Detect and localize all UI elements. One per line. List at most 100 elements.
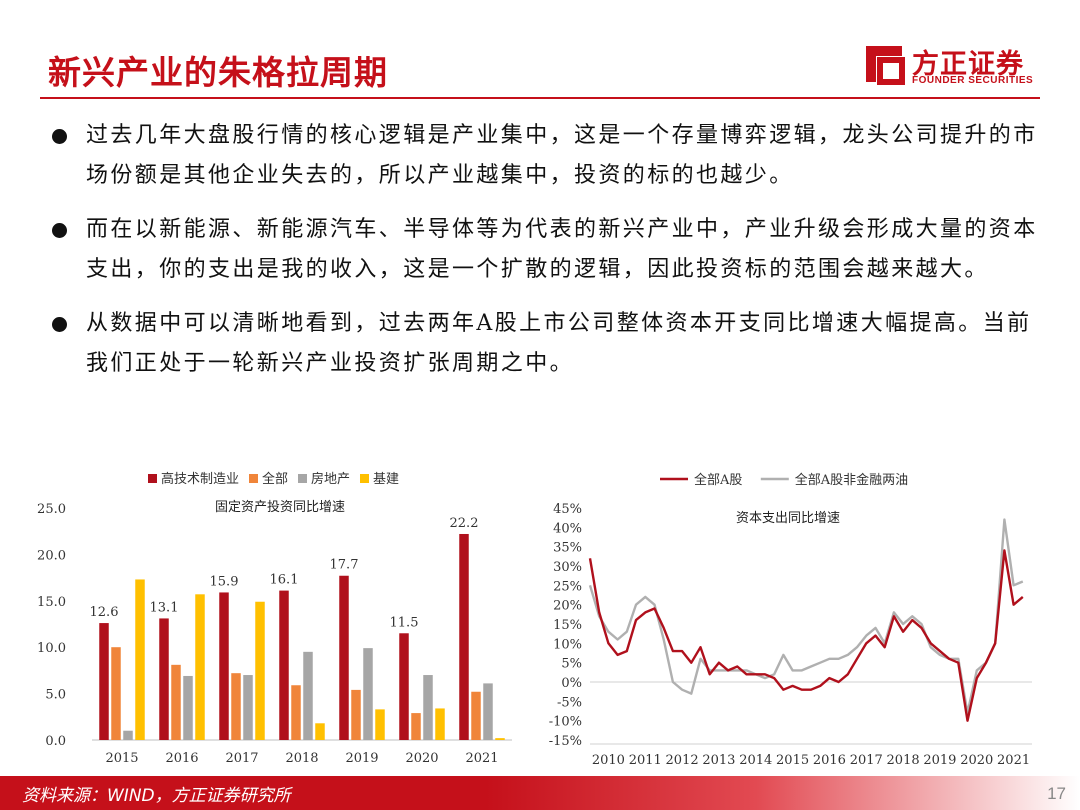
bullet-text: 从数据中可以清晰地看到，过去两年A股上市公司整体资本开支同比增速大幅提高。当前我… — [86, 311, 1032, 376]
x-tick-label: 2020 — [405, 751, 438, 766]
logo-mark-icon — [866, 46, 905, 85]
series-line — [588, 549, 1024, 722]
x-tick-label: 2013 — [702, 753, 735, 768]
legend-swatch — [360, 474, 369, 483]
legend-label: 高技术制造业 — [161, 471, 239, 487]
y-tick-label: 15.0 — [37, 595, 66, 610]
logo-name: 方正证券 — [912, 49, 1024, 80]
bar — [315, 723, 325, 740]
bar — [279, 590, 289, 740]
bar — [291, 685, 301, 740]
source-note: 资料来源：WIND，方正证券研究所 — [22, 786, 291, 806]
bar — [111, 647, 121, 740]
bar — [435, 708, 445, 740]
bar — [159, 618, 169, 740]
y-tick-label: 45% — [553, 502, 582, 517]
bar — [135, 579, 145, 740]
x-tick-label: 2011 — [629, 753, 662, 768]
x-tick-label: 2020 — [960, 753, 993, 768]
data-label: 11.5 — [390, 615, 419, 630]
legend-label: 房地产 — [311, 471, 350, 487]
footer-bar — [0, 776, 1080, 810]
y-tick-label: 30% — [553, 560, 582, 575]
data-label: 17.7 — [330, 558, 359, 573]
title-divider — [40, 97, 1040, 99]
x-tick-label: 2017 — [225, 751, 258, 766]
y-tick-label: 10.0 — [37, 641, 66, 656]
y-tick-label: 0.0 — [45, 734, 66, 749]
bar — [231, 673, 241, 740]
bullet-item: 从数据中可以清晰地看到，过去两年A股上市公司整体资本开支同比增速大幅提高。当前我… — [50, 304, 1040, 384]
bar — [243, 675, 253, 740]
bullet-list: 过去几年大盘股行情的核心逻辑是产业集中，这是一个存量博弈逻辑，龙头公司提升的市场… — [50, 116, 1040, 398]
legend-label: 全部A股 — [694, 472, 742, 488]
bar — [459, 533, 469, 740]
y-tick-label: -15% — [549, 734, 582, 749]
bullet-item: 过去几年大盘股行情的核心逻辑是产业集中，这是一个存量博弈逻辑，龙头公司提升的市场… — [50, 116, 1040, 196]
bar — [483, 683, 493, 740]
y-tick-label: 40% — [553, 521, 582, 536]
y-tick-label: 5.0 — [45, 688, 66, 703]
bullet-text: 而在以新能源、新能源汽车、半导体等为代表的新兴产业中，产业升级会形成大量的资本支… — [86, 217, 1038, 282]
footer: 资料来源：WIND，方正证券研究所 17 — [0, 776, 1080, 810]
y-tick-label: 35% — [553, 541, 582, 556]
data-label: 22.2 — [450, 516, 479, 531]
bar — [183, 675, 193, 740]
y-tick-label: -10% — [549, 715, 582, 730]
x-tick-label: 2018 — [887, 753, 920, 768]
bullet-dot-icon — [52, 223, 67, 238]
y-tick-label: 10% — [553, 637, 582, 652]
y-tick-label: 25% — [553, 579, 582, 594]
bar — [171, 664, 181, 740]
bar — [363, 648, 373, 740]
bar — [471, 691, 481, 740]
bar — [303, 651, 313, 740]
data-label: 16.1 — [270, 573, 299, 588]
y-tick-label: -5% — [557, 695, 582, 710]
x-tick-label: 2015 — [105, 751, 138, 766]
y-tick-label: 0% — [561, 676, 582, 691]
bullet-dot-icon — [52, 129, 67, 144]
bar — [375, 709, 385, 740]
y-tick-label: 15% — [553, 618, 582, 633]
x-tick-label: 2014 — [739, 753, 772, 768]
legend-swatch — [148, 474, 157, 483]
x-tick-label: 2016 — [813, 753, 846, 768]
legend-swatch — [298, 474, 307, 483]
bullet-text: 过去几年大盘股行情的核心逻辑是产业集中，这是一个存量博弈逻辑，龙头公司提升的市场… — [86, 123, 1038, 188]
data-label: 13.1 — [150, 600, 179, 615]
legend-label: 基建 — [373, 472, 399, 487]
bar — [351, 689, 361, 740]
bar — [339, 575, 349, 740]
y-tick-label: 5% — [561, 657, 582, 672]
bar — [195, 594, 205, 740]
bar — [495, 738, 505, 740]
x-tick-label: 2017 — [850, 753, 883, 768]
bar — [411, 713, 421, 740]
logo-subtitle: FOUNDER SECURITIES — [912, 75, 1034, 86]
bullet-item: 而在以新能源、新能源汽车、半导体等为代表的新兴产业中，产业升级会形成大量的资本支… — [50, 210, 1040, 290]
bar — [423, 675, 433, 740]
x-tick-label: 2016 — [165, 751, 198, 766]
series-line — [588, 518, 1024, 715]
legend-label: 全部A股非金融两油 — [795, 472, 908, 488]
y-tick-label: 20% — [553, 599, 582, 614]
chart-title: 固定资产投资同比增速 — [215, 499, 345, 515]
x-tick-label: 2019 — [923, 753, 956, 768]
company-logo: 方正证券 FOUNDER SECURITIES — [862, 40, 1042, 90]
y-tick-label: 25.0 — [37, 502, 66, 517]
page-title: 新兴产业的朱格拉周期 — [48, 53, 388, 92]
bar — [399, 633, 409, 740]
data-label: 15.9 — [210, 574, 239, 589]
x-tick-label: 2019 — [345, 751, 378, 766]
chart-title: 资本支出同比增速 — [736, 511, 840, 526]
bar — [219, 592, 229, 740]
page-number: 17 — [1047, 784, 1066, 803]
data-label: 12.6 — [90, 605, 119, 620]
bar — [255, 601, 265, 740]
bar — [99, 623, 109, 740]
legend-swatch — [249, 474, 258, 483]
bullet-dot-icon — [52, 317, 67, 332]
